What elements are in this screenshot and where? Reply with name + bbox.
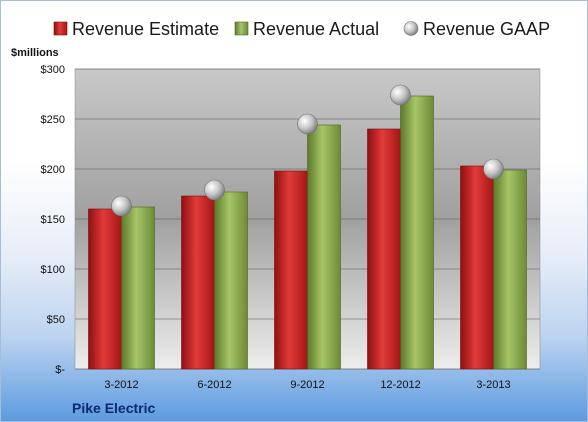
company-name: Pike Electric [72,400,155,416]
revenue-gaap-marker [390,84,411,106]
legend-label: Revenue Estimate [72,19,219,39]
revenue-estimate-bar [181,195,215,370]
y-tick-label: $100 [41,264,65,276]
revenue-actual-bar [493,169,527,370]
y-tick-label: $50 [47,314,65,326]
revenue-actual-bar [121,206,155,370]
revenue-gaap-marker [297,113,318,135]
x-tick-label: 3-2012 [104,379,138,391]
y-tick-label: $300 [41,64,65,76]
legend-item-revenue-actual: Revenue Actual [234,19,379,39]
revenue-gaap-marker [204,179,225,201]
y-axis-ticks: $- $50 $100 $150 $200 $250 $300 [41,64,66,376]
revenue-actual-bar [400,95,434,370]
y-tick-label: $200 [41,164,65,176]
legend-item-revenue-gaap: Revenue GAAP [403,19,550,39]
y-axis-unit-label: $millions [11,47,59,59]
gaap-markers [111,84,504,217]
legend: Revenue Estimate Revenue Actual Revenue GA… [53,19,550,39]
legend-swatch [403,21,419,36]
revenue-estimate-bar [88,208,122,370]
revenue-estimate-bar [460,165,494,370]
revenue-gaap-marker [483,158,504,180]
x-tick-label: 3-2013 [476,379,510,391]
revenue-estimate-bar [367,128,401,370]
y-tick-label: $250 [41,114,65,126]
y-tick-label: $150 [41,214,65,226]
revenue-actual-bar [214,191,248,370]
x-tick-label: 12-2012 [380,379,420,391]
revenue-gaap-marker [111,195,132,217]
bars [88,95,527,370]
legend-swatch [53,21,68,36]
legend-label: Revenue GAAP [423,19,550,39]
legend-item-revenue-estimate: Revenue Estimate [53,19,219,39]
revenue-estimate-bar [274,170,308,370]
x-tick-label: 6-2012 [197,379,231,391]
legend-swatch [234,21,249,36]
x-tick-label: 9-2012 [290,379,324,391]
y-tick-label: $- [55,364,65,376]
legend-label: Revenue Actual [253,19,379,39]
revenue-actual-bar [307,124,341,370]
x-axis-ticks: 3-2012 6-2012 9-2012 12-2012 3-2013 [104,379,510,391]
